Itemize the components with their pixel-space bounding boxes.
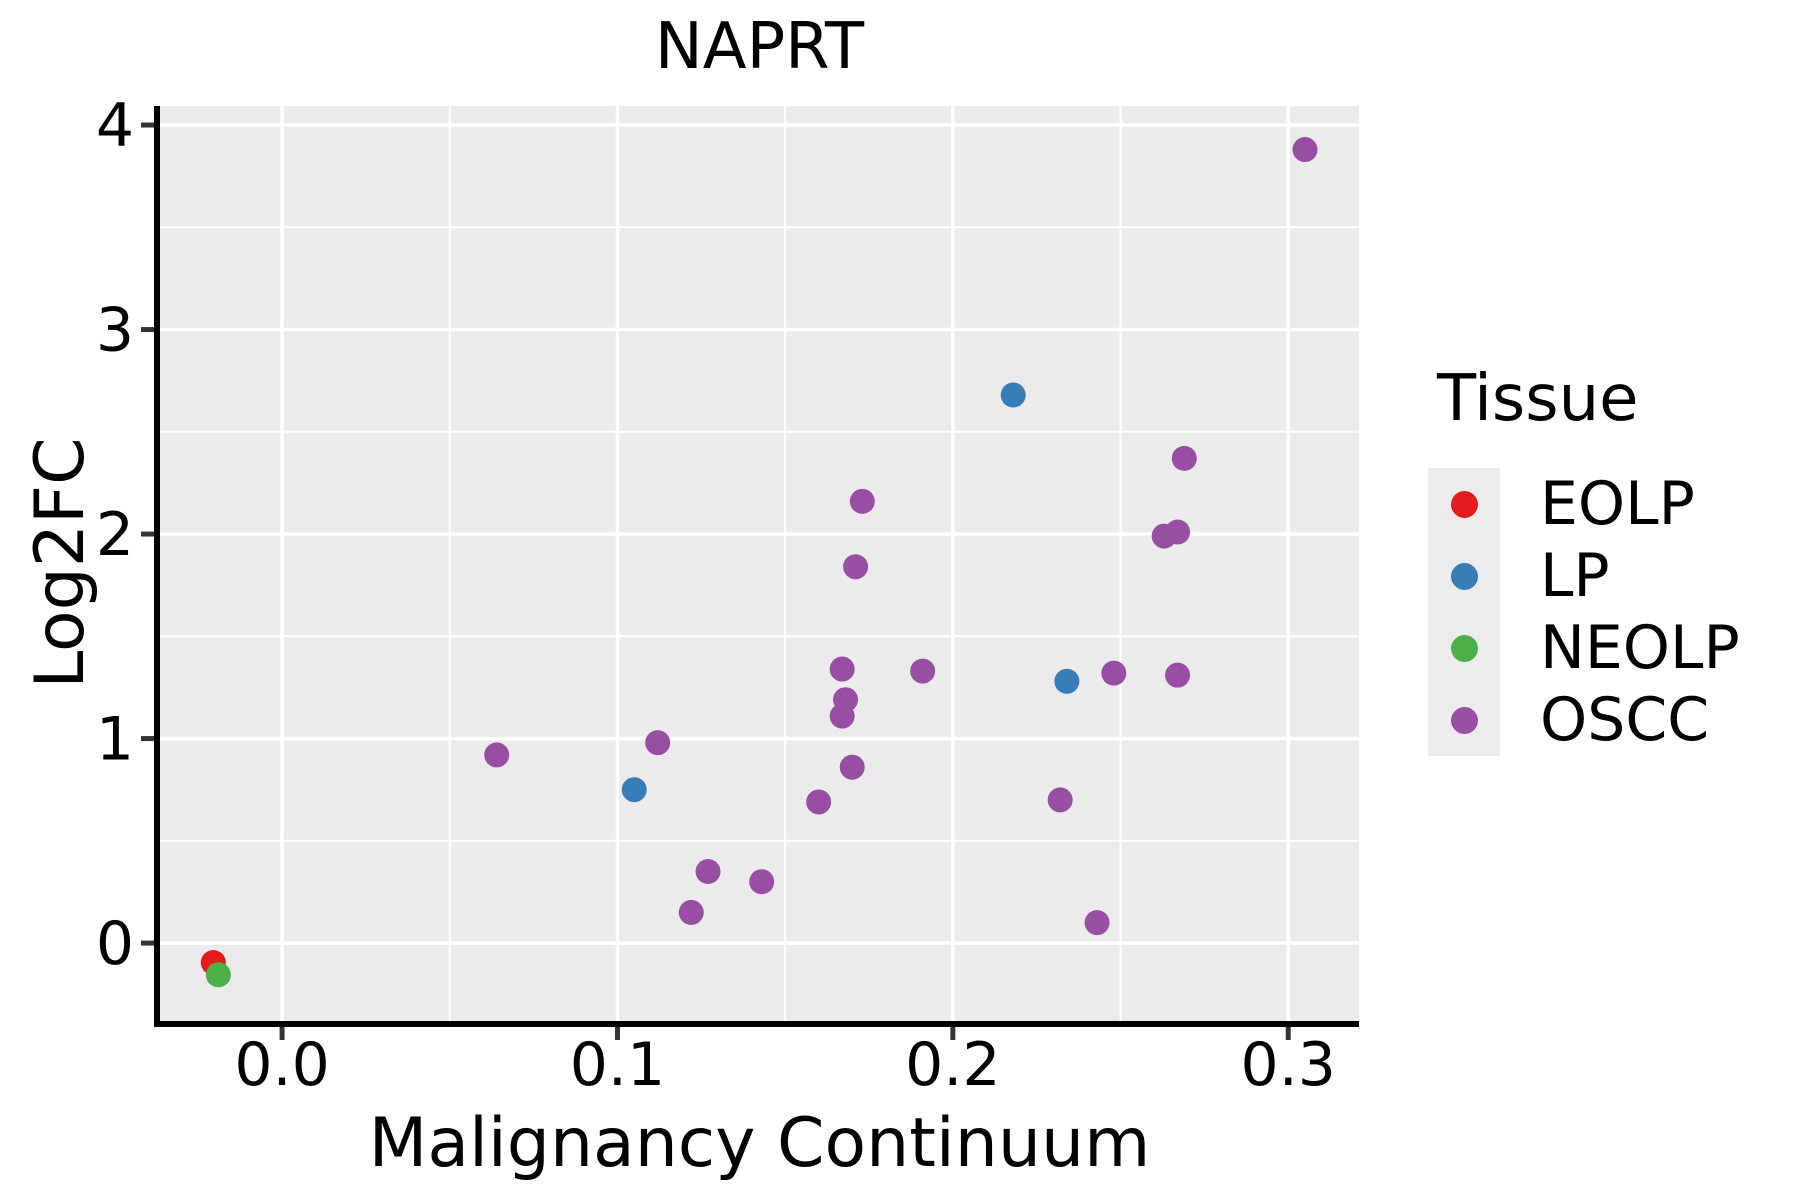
legend-dot-lp — [1451, 563, 1478, 590]
data-point-oscc — [749, 869, 775, 895]
data-point-oscc — [849, 488, 875, 514]
data-point-oscc — [1101, 660, 1127, 686]
data-point-oscc — [829, 656, 855, 682]
chart-title: NAPRT — [654, 10, 865, 84]
data-point-oscc — [1165, 662, 1191, 688]
legend-dot-oscc — [1451, 707, 1478, 734]
data-point-lp — [621, 777, 647, 803]
data-point-oscc — [484, 742, 510, 768]
legend-dot-eolp — [1451, 491, 1478, 518]
data-point-oscc — [645, 730, 671, 756]
data-point-oscc — [910, 658, 936, 684]
data-point-oscc — [1084, 910, 1110, 936]
data-point-neolp — [205, 962, 231, 988]
y-tick-label: 3 — [96, 296, 134, 366]
y-tick-label: 1 — [96, 705, 134, 775]
data-point-oscc — [1171, 445, 1197, 471]
legend-label-oscc: OSCC — [1540, 685, 1710, 755]
x-tick-label: 0.3 — [1241, 1030, 1336, 1100]
data-point-oscc — [1165, 519, 1191, 545]
data-point-oscc — [695, 858, 721, 884]
data-point-oscc — [843, 554, 869, 580]
y-tick-label: 0 — [96, 909, 134, 979]
y-axis-title: Log2FC — [21, 437, 100, 689]
data-point-oscc — [678, 899, 704, 925]
data-point-oscc — [1292, 137, 1318, 163]
data-point-oscc — [829, 703, 855, 729]
x-axis-title: Malignancy Continuum — [368, 1104, 1151, 1183]
legend-title: Tissue — [1437, 362, 1639, 436]
panel-background — [160, 106, 1359, 1021]
x-tick-label: 0.2 — [905, 1030, 1000, 1100]
y-tick-label: 4 — [96, 91, 134, 161]
y-tick-label: 2 — [96, 500, 134, 570]
legend-label-lp: LP — [1540, 541, 1610, 611]
data-point-oscc — [806, 789, 832, 815]
legend-label-neolp: NEOLP — [1540, 613, 1740, 683]
legend-dot-neolp — [1451, 635, 1478, 662]
data-point-lp — [1000, 382, 1026, 408]
legend: Tissue EOLP LP NEOLP OSCC — [1420, 360, 1790, 780]
data-point-oscc — [839, 754, 865, 780]
x-tick-label: 0.1 — [570, 1030, 665, 1100]
legend-label-eolp: EOLP — [1540, 469, 1695, 539]
x-tick-label: 0.0 — [234, 1030, 329, 1100]
data-point-oscc — [1047, 787, 1073, 813]
data-point-lp — [1054, 668, 1080, 694]
